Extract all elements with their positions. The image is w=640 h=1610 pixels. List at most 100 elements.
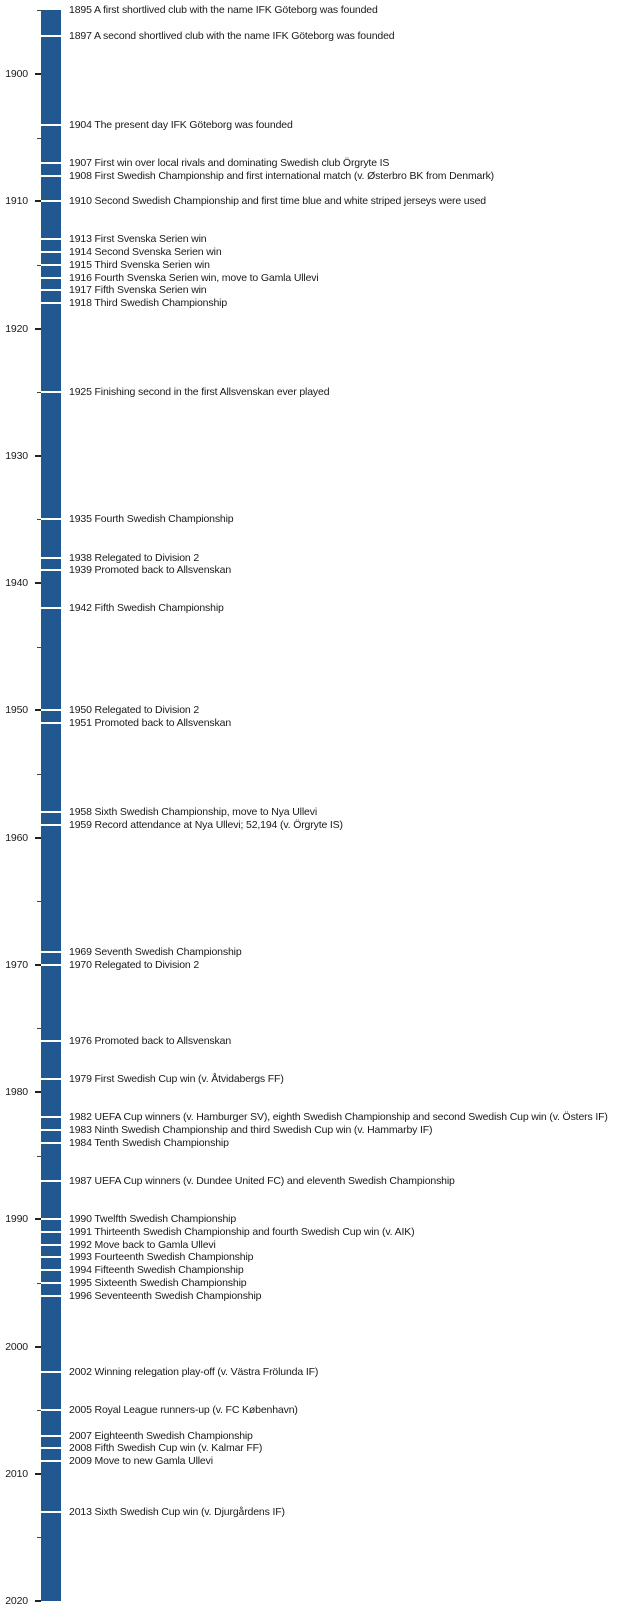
event-label: 1982 UEFA Cup winners (v. Hamburger SV),… [69,1111,608,1123]
axis-major-tick [35,582,41,584]
event-year: 1913 [69,233,92,246]
event-label: 2008 Fifth Swedish Cup win (v. Kalmar FF… [69,1442,262,1454]
event-year: 1939 [69,564,92,577]
event-text: Second Swedish Championship and first ti… [94,195,487,208]
event-text: A second shortlived club with the name I… [93,29,395,42]
event-label: 2009 Move to new Gamla Ullevi [69,1455,213,1467]
event-marker-line [41,1141,61,1144]
event-marker-line [41,569,61,572]
event-marker-line [41,1218,61,1221]
axis-year-label: 1970 [5,958,28,971]
event-year: 1938 [69,551,92,564]
event-marker-line [41,556,61,559]
event-label: 1895 A first shortlived club with the na… [69,4,378,16]
event-text: Thirteenth Swedish Championship and four… [94,1225,415,1238]
event-label: 1951 Promoted back to Allsvenskan [69,717,231,729]
axis-year-label: 2010 [5,1467,28,1480]
axis-year-label: 1930 [5,449,28,462]
event-label: 1990 Twelfth Swedish Championship [69,1213,236,1225]
event-label: 1979 First Swedish Cup win (v. Åtvidaber… [69,1073,284,1085]
axis-minor-tick [37,137,41,139]
event-label: 1938 Relegated to Division 2 [69,552,199,564]
axis-minor-tick [37,1282,41,1284]
event-text: Promoted back to Allsvenskan [94,716,232,729]
event-label: 2005 Royal League runners-up (v. FC Købe… [69,1404,298,1416]
event-marker-line [41,1129,61,1132]
event-label: 1950 Relegated to Division 2 [69,704,199,716]
event-text: Tenth Swedish Championship [94,1136,229,1149]
axis-minor-tick [37,1155,41,1157]
event-year: 1918 [69,297,92,310]
event-year: 2013 [69,1505,92,1518]
axis-minor-tick [37,264,41,266]
event-text: Move to new Gamla Ullevi [94,1455,214,1468]
event-label: 1910 Second Swedish Championship and fir… [69,195,486,207]
event-marker-line [41,1370,61,1373]
event-marker-line [41,238,61,241]
event-year: 1979 [69,1073,92,1086]
event-marker-line [41,1294,61,1297]
event-marker-line [41,123,61,126]
event-text: Fifteenth Swedish Championship [94,1264,244,1277]
event-marker-line [41,1434,61,1437]
event-marker-line [41,1180,61,1183]
event-label: 1984 Tenth Swedish Championship [69,1137,229,1149]
event-label: 1992 Move back to Gamla Ullevi [69,1239,216,1251]
event-label: 1983 Ninth Swedish Championship and thir… [69,1124,433,1137]
event-marker-line [41,823,61,826]
event-label: 1970 Relegated to Division 2 [69,959,199,971]
event-year: 1958 [69,806,92,819]
event-text: Royal League runners-up (v. FC København… [94,1404,298,1417]
event-text: Finishing second in the first Allsvenska… [94,386,330,399]
event-year: 1942 [69,602,92,615]
axis-major-tick [35,1218,41,1221]
event-marker-line [41,391,61,394]
event-marker-line [41,1281,61,1284]
event-marker-line [41,721,61,724]
event-text: Relegated to Division 2 [94,958,200,971]
event-year: 2002 [69,1365,92,1378]
event-year: 1991 [69,1225,92,1238]
event-label: 1918 Third Swedish Championship [69,297,227,309]
event-marker-line [41,200,61,203]
event-marker-line [41,289,61,292]
event-text: Seventh Swedish Championship [94,946,242,959]
event-marker-line [41,1116,61,1119]
axis-major-tick [35,963,41,966]
event-marker-line [41,174,61,177]
event-text: The present day IFK Göteborg was founded [94,118,293,131]
event-label: 1914 Second Svenska Serien win [69,246,222,258]
event-text: Sixteenth Swedish Championship [94,1276,247,1289]
event-label: 1987 UEFA Cup winners (v. Dundee United … [69,1175,455,1187]
axis-major-tick [35,200,41,203]
event-marker-line [41,1078,61,1081]
event-text: Relegated to Division 2 [94,704,200,717]
event-year: 1996 [69,1289,92,1302]
event-marker-line [41,1230,61,1233]
event-label: 2002 Winning relegation play-off (v. Väs… [69,1366,318,1378]
axis-major-tick [35,454,41,457]
axis-minor-tick [37,1028,41,1030]
event-year: 1984 [69,1136,92,1149]
event-year: 1990 [69,1213,92,1226]
event-marker-line [41,518,61,521]
event-year: 2007 [69,1429,92,1442]
axis-year-label: 1950 [5,704,28,717]
axis-minor-tick [37,901,41,903]
event-label: 1908 First Swedish Championship and firs… [69,170,494,182]
axis-major-tick [35,709,41,712]
event-year: 1959 [69,818,92,831]
event-text: Third Svenska Serien win [94,258,210,271]
event-text: Promoted back to Allsvenskan [94,564,232,577]
event-text: Relegated to Division 2 [94,551,200,564]
event-year: 1951 [69,716,92,729]
event-year: 1935 [69,513,92,526]
event-text: Second Svenska Serien win [94,246,222,259]
event-marker-line [41,1256,61,1259]
event-year: 1916 [69,271,92,284]
axis-year-label: 1900 [5,68,28,80]
event-year: 1983 [69,1124,92,1137]
event-label: 1994 Fifteenth Swedish Championship [69,1264,244,1276]
event-text: Twelfth Swedish Championship [94,1213,237,1226]
event-text: Eighteenth Swedish Championship [94,1429,253,1442]
